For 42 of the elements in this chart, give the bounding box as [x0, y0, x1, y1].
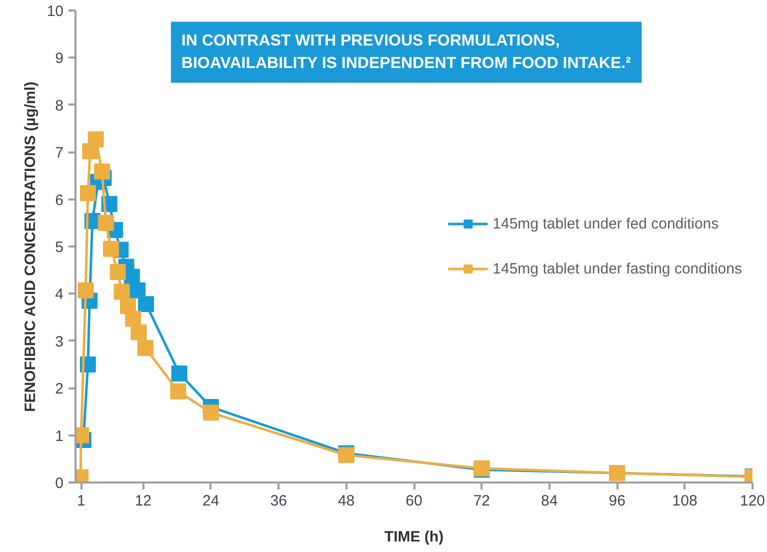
point — [80, 185, 96, 202]
legend-label: 145mg tablet under fed conditions — [492, 215, 719, 232]
y-tick-label: 2 — [55, 380, 64, 398]
point — [170, 383, 186, 400]
y-tick-label: 8 — [55, 97, 64, 114]
point — [78, 282, 94, 298]
y-tick-label: 1 — [55, 428, 64, 445]
x-tick-label: 12 — [134, 492, 152, 510]
x-tick-label: 36 — [270, 492, 287, 510]
legend-label: 145mg tablet under fasting conditions — [492, 260, 742, 277]
x-tick-label: 96 — [608, 492, 626, 510]
y-axis-title: FENOFIBRIC ACID CONCENTRATIONS (µg/ml) — [22, 82, 39, 412]
point — [138, 296, 154, 312]
point — [125, 310, 142, 327]
y-tick-label: 3 — [55, 333, 64, 350]
point — [103, 240, 120, 257]
point — [130, 324, 147, 340]
y-tick-label: 7 — [55, 144, 64, 162]
y-tick-label: 9 — [55, 50, 64, 68]
x-tick-label: 120 — [740, 492, 766, 510]
x-axis-title: TIME (h) — [384, 528, 444, 546]
point — [114, 284, 130, 300]
point — [202, 404, 219, 421]
point — [88, 131, 104, 148]
y-tick-label: 10 — [46, 3, 64, 20]
point — [171, 365, 188, 382]
x-tick-label: 60 — [406, 492, 422, 510]
point — [94, 163, 110, 180]
x-tick-label: 72 — [473, 492, 490, 510]
y-tick-label: 4 — [55, 286, 64, 304]
text: IN CONTRAST WITH PREVIOUS FORMULATIONS, BIOAVAILABILITY IS INDEPENDENT FROM FOOD INTAKE.² — [181, 32, 631, 72]
y-tick-label: 0 — [55, 475, 64, 492]
point — [110, 264, 126, 280]
point — [98, 214, 114, 231]
x-tick-label: 1 — [76, 492, 86, 510]
point — [137, 340, 154, 356]
y-tick-label: 5 — [55, 239, 64, 256]
x-tick-label: 48 — [338, 492, 355, 510]
x-tick-label: 108 — [672, 492, 698, 510]
x-tick-label: 84 — [541, 492, 558, 510]
x-tick-label: 24 — [202, 492, 220, 510]
y-tick-label: 6 — [55, 192, 64, 209]
